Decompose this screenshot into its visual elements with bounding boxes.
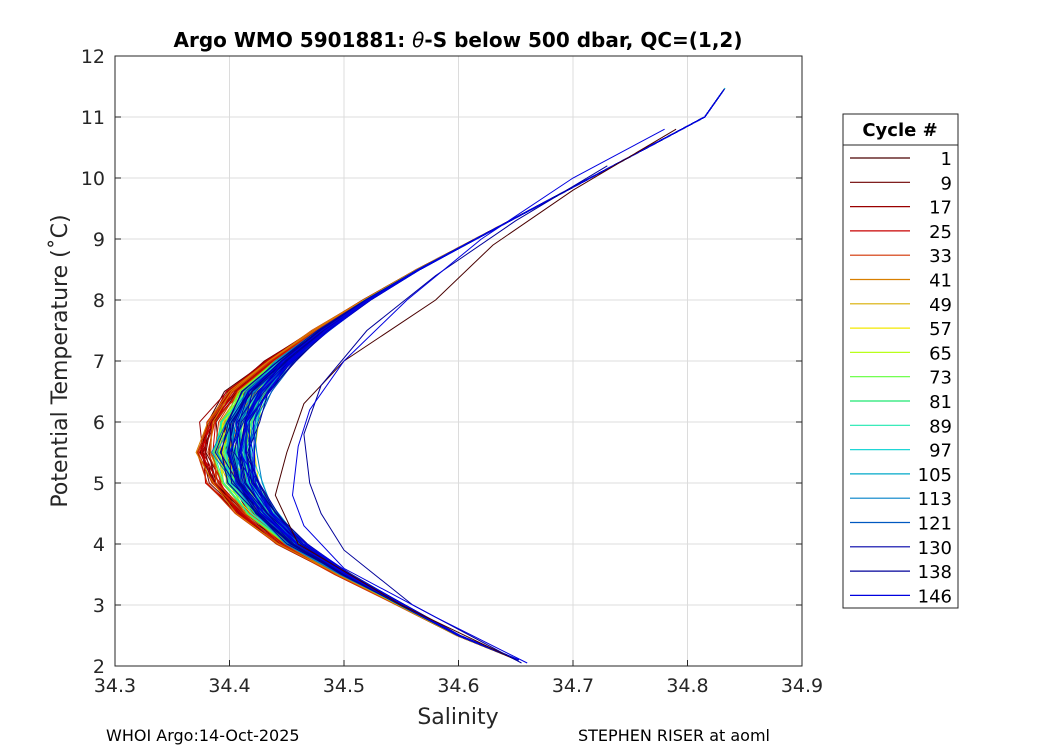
x-tick-label: 34.6 — [437, 675, 479, 697]
legend-label: 105 — [918, 465, 952, 486]
x-tick-label: 34.3 — [94, 675, 136, 697]
legend-label: 1 — [941, 149, 952, 170]
y-tick-label: 6 — [93, 412, 105, 434]
legend-label: 65 — [929, 343, 952, 364]
legend-label: 146 — [918, 586, 952, 607]
y-tick-label: 12 — [81, 46, 105, 68]
x-tick-label: 34.4 — [208, 675, 250, 697]
profile-line-outlier — [303, 165, 608, 664]
profile-line-outlier — [291, 128, 665, 664]
legend-label: 73 — [929, 368, 952, 389]
y-tick-label: 9 — [93, 229, 105, 251]
legend-label: 33 — [929, 246, 952, 267]
chart-title-part: -S below 500 dbar, QC=(1,2) — [424, 28, 742, 52]
y-axis-label: Potential Temperature (˚C) — [48, 214, 73, 507]
y-tick-label: 8 — [93, 290, 105, 312]
x-tick-label: 34.9 — [781, 675, 823, 697]
y-tick-label: 4 — [93, 534, 105, 556]
legend-label: 113 — [918, 489, 952, 510]
y-tick-label: 3 — [93, 595, 105, 617]
profile-line-outlier — [274, 128, 677, 661]
legend: Cycle # 1 9 17 25 33 41 49 57 65 73 81 89 97 105 113 12… — [842, 113, 959, 609]
legend-label: 57 — [929, 319, 952, 340]
legend-label: 17 — [929, 198, 952, 219]
y-tick-label: 10 — [81, 168, 105, 190]
legend-title: Cycle # — [862, 120, 937, 141]
chart-title: Argo WMO 5901881: θ-S below 500 dbar, QC… — [174, 28, 743, 52]
y-tick-label: 5 — [93, 473, 105, 495]
x-tick-label: 34.7 — [552, 675, 594, 697]
y-tick-label: 7 — [93, 351, 105, 373]
chart-title-part: Argo WMO 5901881: — [174, 28, 413, 52]
legend-entries: 1 9 17 25 33 41 49 57 65 73 81 89 97 105 113 121 130 138 1… — [850, 149, 952, 607]
legend-label: 81 — [929, 392, 952, 413]
x-tick-label: 34.5 — [323, 675, 365, 697]
legend-label: 25 — [929, 222, 952, 243]
legend-label: 41 — [929, 271, 952, 292]
x-tick-label: 34.8 — [666, 675, 708, 697]
legend-box — [842, 113, 959, 609]
profile-line — [239, 115, 707, 661]
legend-label: 138 — [918, 562, 952, 583]
series-layer — [195, 87, 726, 664]
y-tick-label: 11 — [81, 107, 105, 129]
footer-credit-right: STEPHEN RISER at aoml — [578, 726, 770, 745]
legend-label: 49 — [929, 295, 952, 316]
legend-label: 89 — [929, 416, 952, 437]
legend-label: 9 — [941, 173, 952, 194]
legend-label: 97 — [929, 441, 952, 462]
chart-title-part: θ — [412, 28, 424, 52]
y-tick-label: 2 — [93, 656, 105, 678]
legend-label: 130 — [918, 538, 952, 559]
x-axis-label: Salinity — [417, 705, 498, 730]
ticks: 34.3 34.4 34.5 34.6 34.7 34.8 34.9 2 3 4 5 6 7 8 9 10 11… — [81, 46, 823, 697]
footer-credit-left: WHOI Argo:14-Oct-2025 — [106, 726, 300, 745]
legend-label: 121 — [918, 514, 952, 535]
